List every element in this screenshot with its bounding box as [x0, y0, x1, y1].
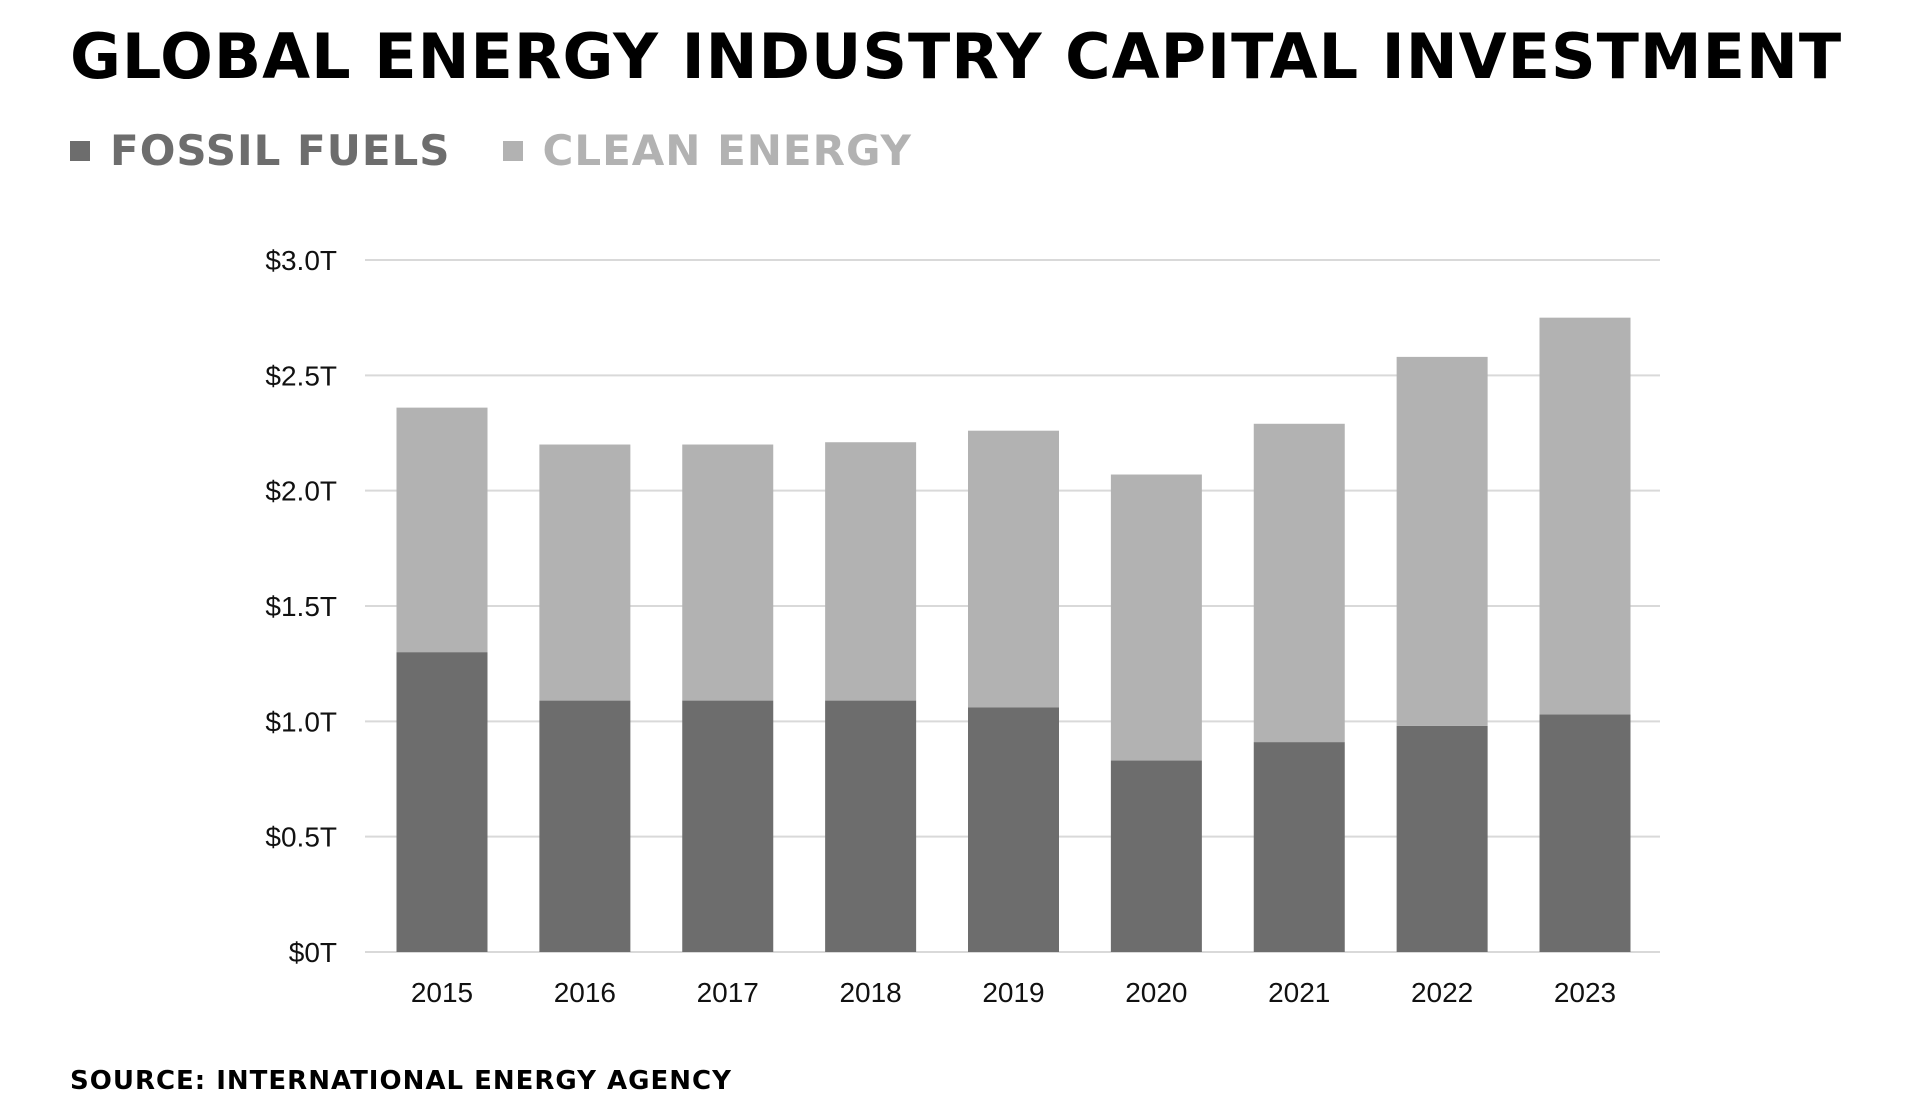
- stacked-bar-chart: $0T$0.5T$1.0T$1.5T$2.0T$2.5T$3.0T 2015 20…: [265, 245, 1660, 1008]
- y-tick-label: $1.5T: [265, 591, 337, 622]
- bar-fossil-fuels-2021: [1253, 742, 1345, 952]
- legend: Fossil Fuels Clean Energy: [70, 130, 912, 172]
- x-tick-label: 2020: [1125, 977, 1187, 1008]
- bar-clean-energy-2021: [1253, 423, 1345, 743]
- legend-item-clean-energy: Clean Energy: [502, 126, 912, 175]
- x-tick-label: 2021: [1268, 977, 1330, 1008]
- bar-fossil-fuels-2016: [539, 700, 631, 952]
- chart-title: Global Energy Industry Capital Investmen…: [70, 20, 1843, 93]
- y-tick-label: $0T: [289, 937, 337, 968]
- y-axis-ticks: $0T $0.5T $1.0T $1.5T $2.0T $2.5T $3.0T: [265, 245, 337, 968]
- bar-clean-energy-2023: [1539, 317, 1631, 715]
- bar-fossil-fuels-2023: [1539, 714, 1631, 952]
- legend-swatch-clean-energy: [502, 141, 523, 161]
- y-tick-label: $0.5T: [265, 822, 337, 853]
- y-tick-label: $2.0T: [265, 476, 337, 507]
- bar-clean-energy-2017: [682, 444, 774, 701]
- bar-clean-energy-2015: [396, 407, 488, 653]
- source-note: Source: International Energy Agency: [70, 1066, 732, 1096]
- bar-clean-energy-2020: [1110, 474, 1202, 761]
- bar-fossil-fuels-2019: [968, 707, 1059, 952]
- legend-item-fossil-fuels: Fossil Fuels: [70, 130, 451, 172]
- x-tick-label: 2023: [1554, 977, 1616, 1008]
- bar-fossil-fuels-2018: [825, 700, 917, 952]
- legend-swatch-fossil-fuels: [70, 141, 90, 161]
- bar-clean-energy-2022: [1396, 356, 1488, 726]
- x-tick-label: 2022: [1411, 977, 1473, 1008]
- x-tick-label: 2016: [554, 977, 616, 1008]
- y-tick-label: $3.0T: [265, 245, 337, 276]
- bar-fossil-fuels-2022: [1396, 725, 1488, 952]
- legend-label-fossil-fuels: Fossil Fuels: [110, 126, 451, 175]
- bar-fossil-fuels-2017: [682, 700, 774, 952]
- bar-clean-energy-2018: [825, 442, 917, 701]
- x-tick-label: 2015: [411, 977, 473, 1008]
- legend-label-clean-energy: Clean Energy: [542, 126, 912, 175]
- bar-fossil-fuels-2015: [396, 652, 488, 952]
- y-tick-label: $1.0T: [265, 706, 337, 737]
- x-tick-label: 2019: [982, 977, 1044, 1008]
- bar-clean-energy-2019: [968, 430, 1059, 708]
- bar-clean-energy-2016: [539, 444, 631, 701]
- bars: [396, 317, 1631, 952]
- bar-fossil-fuels-2020: [1110, 760, 1202, 952]
- x-tick-label: 2018: [839, 977, 901, 1008]
- x-axis-ticks: 2015 2016 2017 2018 2019 2020 2021 2022 2023: [411, 977, 1616, 1008]
- y-tick-label: $2.5T: [265, 360, 337, 391]
- x-tick-label: 2017: [697, 977, 759, 1008]
